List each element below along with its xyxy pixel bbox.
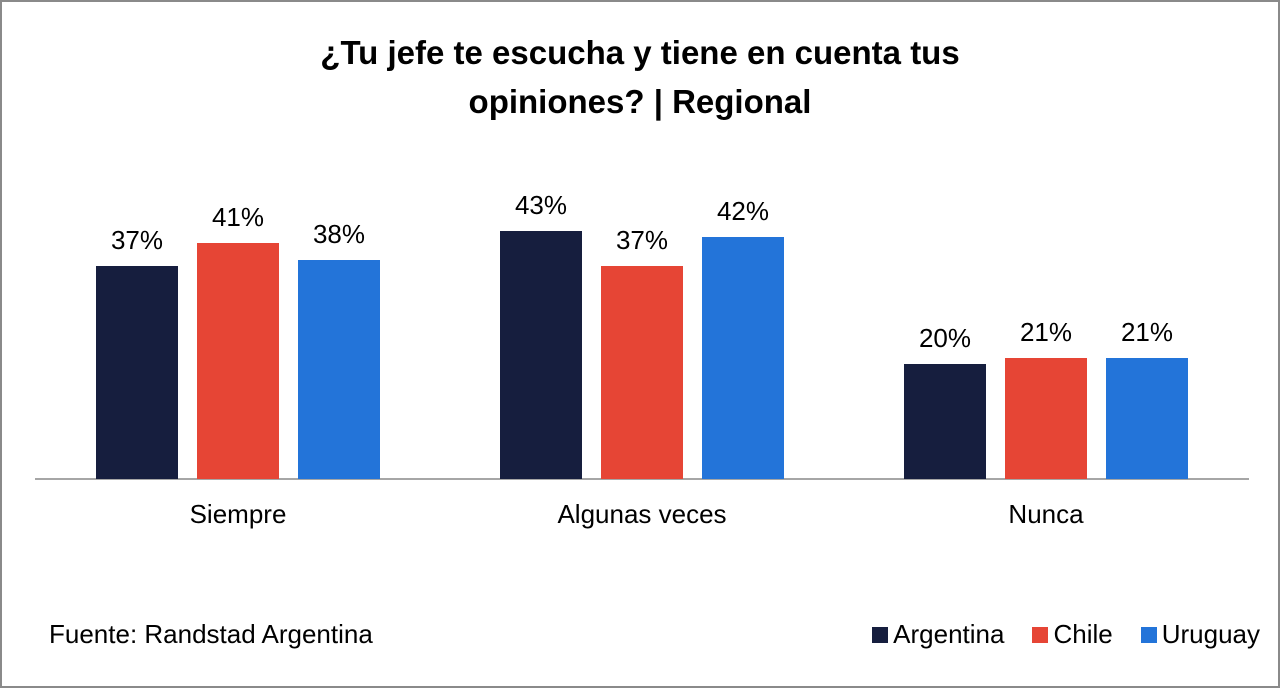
- legend-item-chile: Chile: [1032, 619, 1113, 650]
- chart-title-line-2: opiniones? | Regional: [468, 83, 812, 120]
- legend-label: Chile: [1053, 619, 1113, 649]
- value-label-argentina-algunas-veces: 43%: [514, 190, 568, 220]
- value-label-argentina-siempre: 37%: [110, 225, 164, 255]
- bar-argentina-nunca: [904, 364, 986, 479]
- value-label-uruguay-algunas-veces: 42%: [716, 196, 770, 226]
- category-label-algunas-veces: Algunas veces: [557, 499, 727, 529]
- category-label-nunca: Nunca: [1008, 499, 1084, 529]
- value-label-chile-siempre: 41%: [211, 202, 265, 232]
- legend-label: Uruguay: [1161, 619, 1260, 649]
- bar-argentina-siempre: [96, 266, 178, 479]
- value-label-uruguay-nunca: 21%: [1120, 317, 1174, 347]
- x-axis-line: [35, 478, 1249, 480]
- legend-item-uruguay: Uruguay: [1140, 619, 1260, 650]
- bar-chile-algunas-veces: [601, 266, 683, 479]
- legend-item-argentina: Argentina: [872, 619, 1004, 650]
- chart-title: ¿Tu jefe te escucha y tiene en cuenta tu…: [2, 28, 1278, 126]
- bar-argentina-algunas-veces: [500, 231, 582, 479]
- value-label-chile-algunas-veces: 37%: [615, 225, 669, 255]
- value-label-argentina-nunca: 20%: [918, 323, 972, 353]
- value-label-uruguay-siempre: 38%: [312, 219, 366, 249]
- bar-uruguay-algunas-veces: [702, 237, 784, 479]
- bar-uruguay-siempre: [298, 260, 380, 479]
- legend-swatch-icon: [1032, 626, 1049, 643]
- value-label-chile-nunca: 21%: [1019, 317, 1073, 347]
- category-label-siempre: Siempre: [189, 499, 287, 529]
- legend: Argentina Chile Uruguay: [872, 619, 1260, 650]
- legend-label: Argentina: [893, 619, 1005, 649]
- bar-uruguay-nunca: [1106, 358, 1188, 479]
- legend-swatch-icon: [1140, 626, 1157, 643]
- chart-title-line-1: ¿Tu jefe te escucha y tiene en cuenta tu…: [320, 34, 960, 71]
- bar-chile-siempre: [197, 243, 279, 479]
- legend-swatch-icon: [872, 626, 889, 643]
- source-note: Fuente: Randstad Argentina: [49, 619, 373, 649]
- bar-chile-nunca: [1005, 358, 1087, 479]
